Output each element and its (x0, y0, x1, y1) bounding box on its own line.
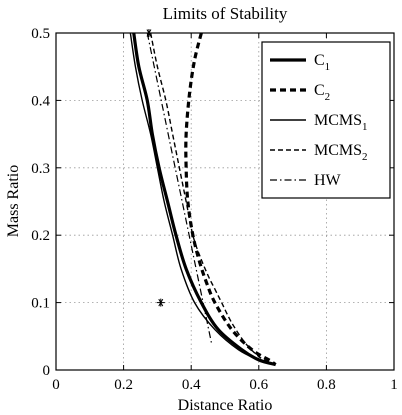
axis-ticks: 0 0.2 0.4 0.6 0.8 1 0 0.1 0.2 0.3 0.4 0.5 (31, 26, 398, 393)
x-tick-label: 0.8 (317, 377, 336, 393)
x-tick-label: 0.2 (114, 377, 133, 393)
y-tick-label: 0.4 (31, 93, 50, 109)
x-axis-label: Distance Ratio (178, 397, 273, 414)
asterisk-marker (156, 298, 165, 307)
y-tick-label: 0.1 (31, 296, 50, 312)
y-tick-label: 0.5 (31, 26, 50, 42)
legend: C1 C2 MCMS1 MCMS2 HW (261, 41, 391, 199)
series-line-mcms2 (149, 33, 270, 363)
y-tick-label: 0.2 (31, 228, 50, 244)
legend-label-c1: C1 (314, 52, 330, 73)
y-tick-label: 0 (43, 363, 51, 379)
series-line-mcms1 (129, 33, 273, 364)
series-line-c2 (184, 33, 277, 366)
series-line-c1 (132, 33, 277, 367)
legend-label-mcms2: MCMS2 (314, 142, 368, 163)
legend-label-mcms1: MCMS1 (314, 112, 368, 133)
legend-label-c2: C2 (314, 82, 330, 103)
x-tick-label: 1 (390, 377, 398, 393)
x-tick-label: 0.4 (182, 377, 201, 393)
y-tick-label: 0.3 (31, 161, 50, 177)
chart-title: Limits of Stability (163, 4, 288, 23)
y-axis-label: Mass Ratio (5, 165, 22, 237)
x-tick-label: 0.6 (249, 377, 268, 393)
series-layer (129, 33, 277, 367)
plot-frame (55, 32, 395, 371)
x-tick-label: 0 (52, 377, 60, 393)
legend-label-hw: HW (314, 172, 342, 189)
